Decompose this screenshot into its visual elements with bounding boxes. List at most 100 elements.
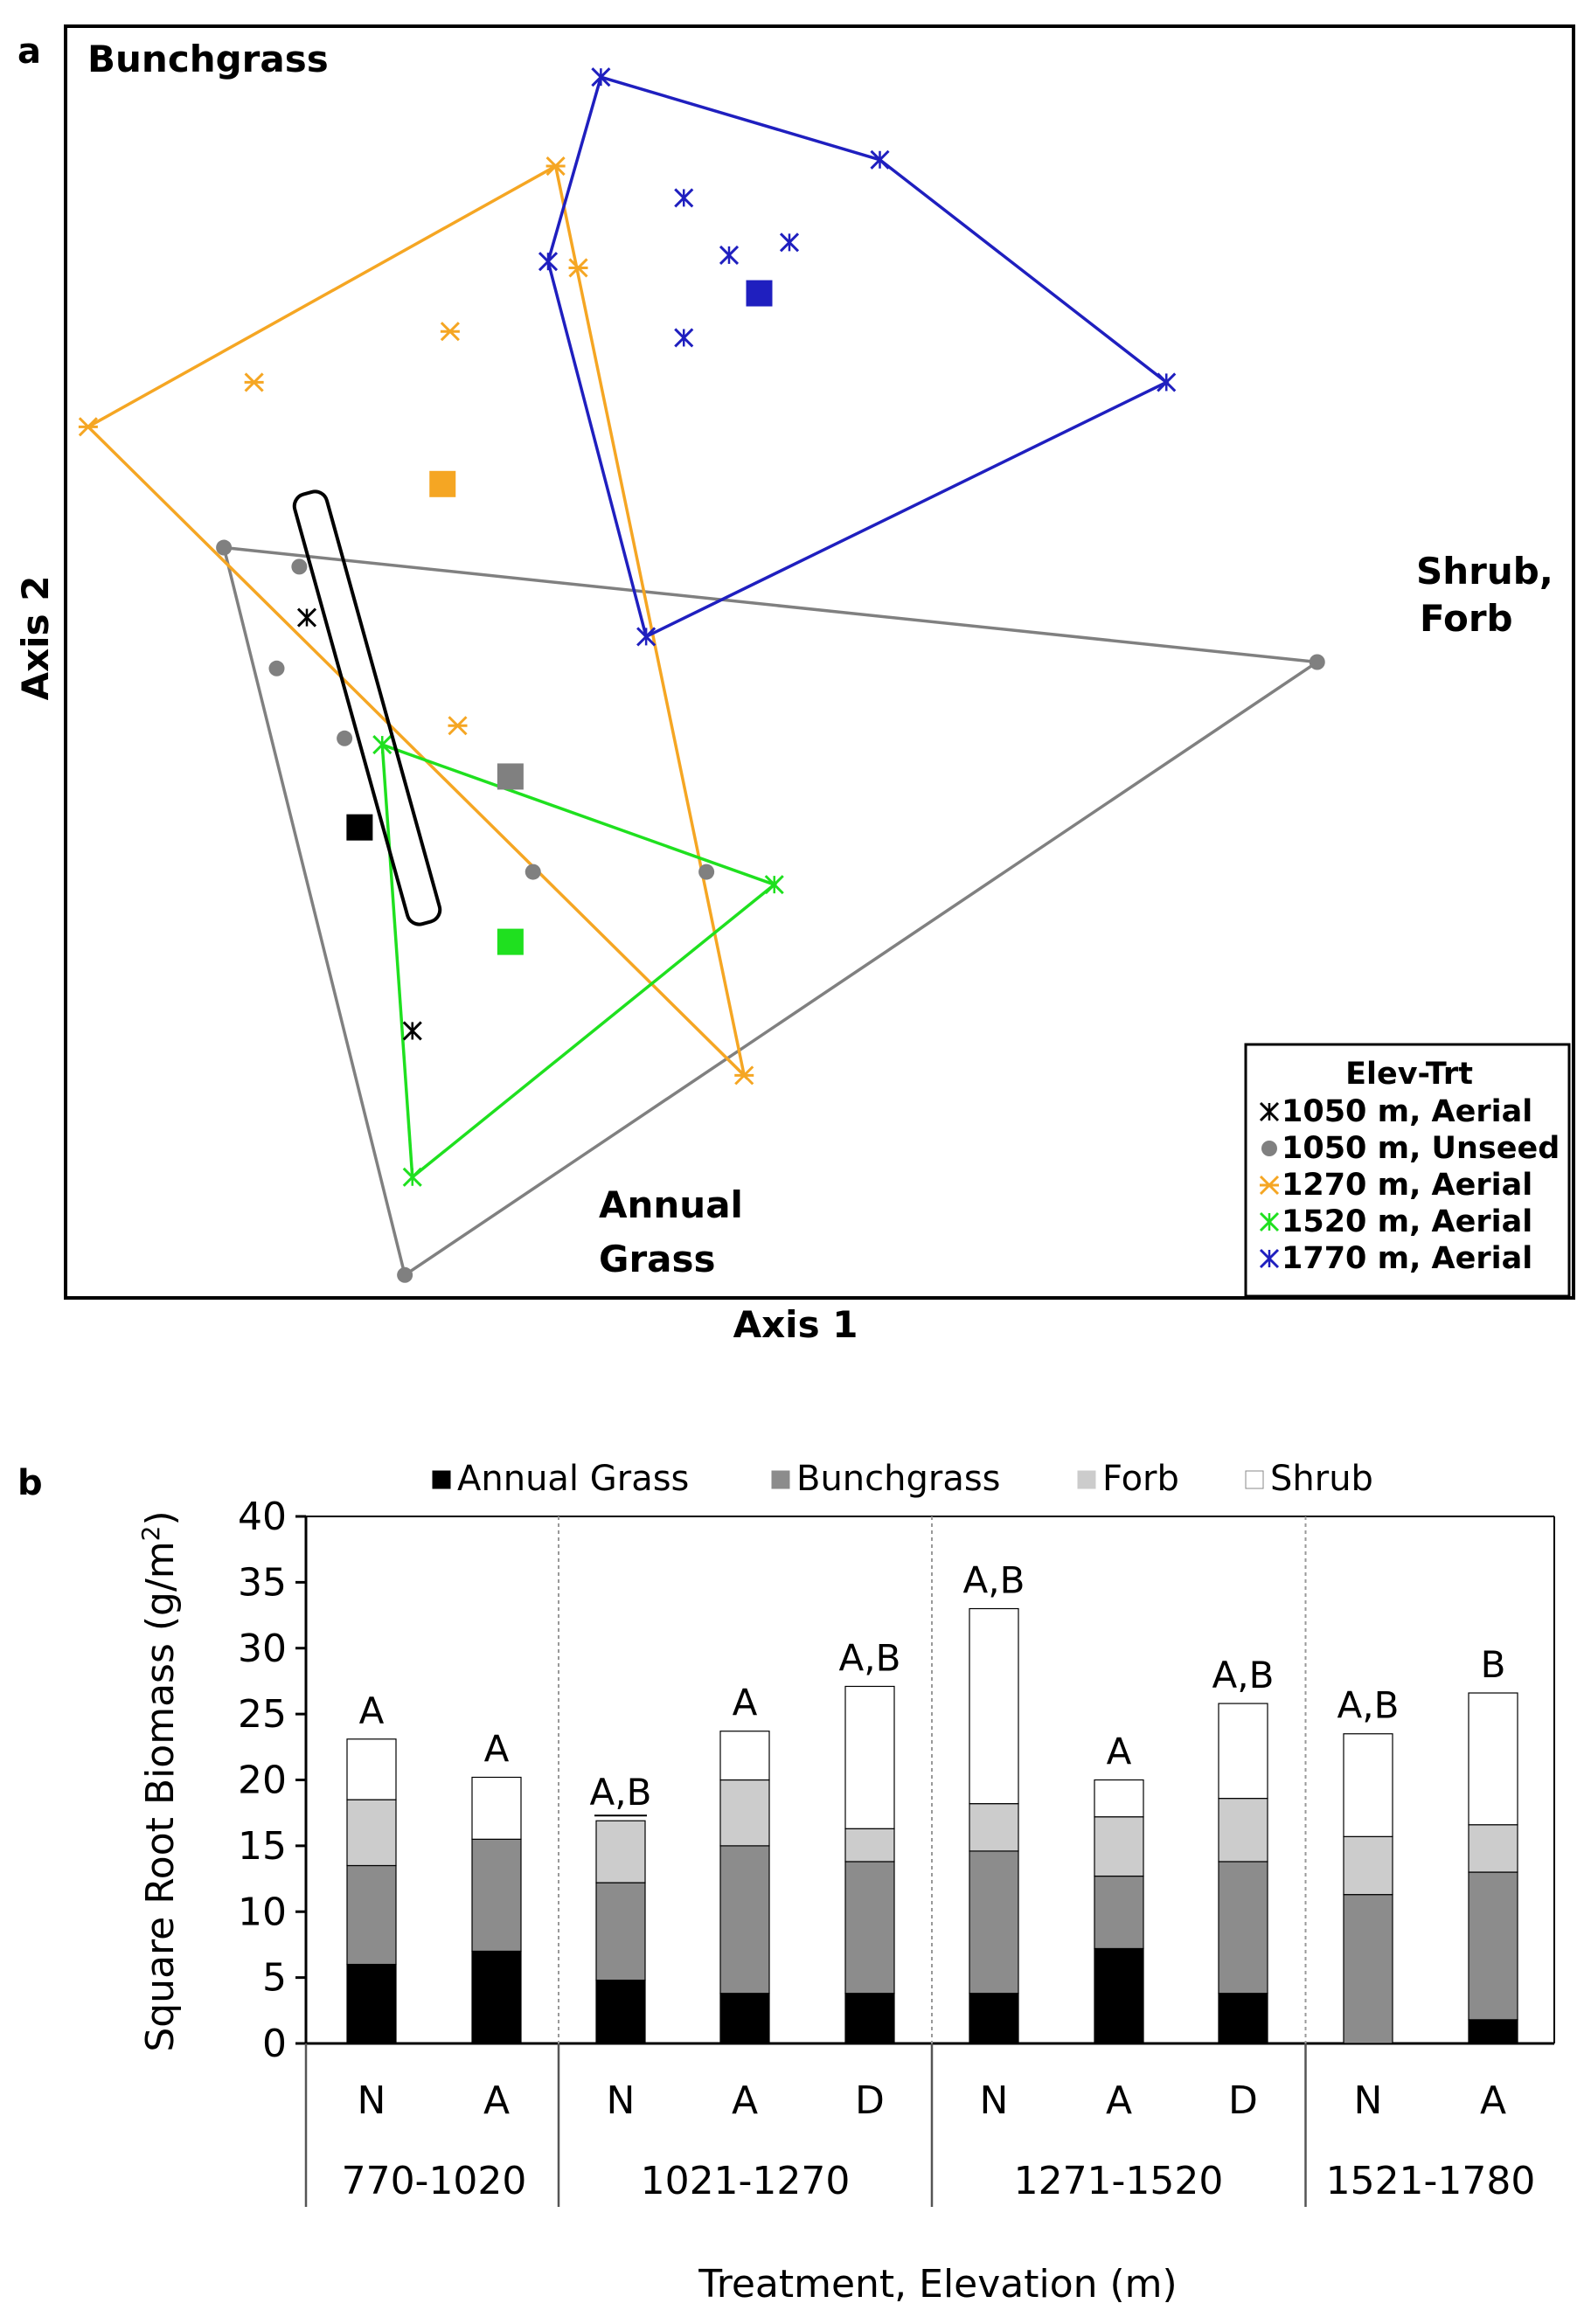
bar-legend-swatch — [1245, 1470, 1264, 1489]
bar-annual-grass-1 — [471, 1950, 522, 2044]
axis-1-label: Axis 1 — [733, 1303, 858, 1346]
hull-1520-m-aerial — [380, 742, 778, 1181]
bar-annual-grass-0 — [346, 1963, 397, 2044]
elevation-group-label: 1021-1270 — [641, 2159, 851, 2203]
category-label-9: A — [1480, 2078, 1506, 2123]
legend-label: 1050 m, Aerial — [1282, 1094, 1532, 1129]
y-tick-label: 10 — [238, 1890, 287, 1934]
category-label-4: D — [855, 2078, 885, 2123]
y-tick-label: 15 — [238, 1824, 287, 1869]
bar-annual-grass-3 — [719, 1993, 770, 2044]
legend-title: Elev-Trt — [1345, 1057, 1473, 1092]
bar-bunchgrass-4 — [844, 1861, 895, 1994]
legend-label: 1050 m, Unseed — [1282, 1131, 1560, 1166]
point-1770-m-aerial-5 — [674, 188, 694, 208]
panel-a-label: a — [17, 31, 41, 72]
centroid-1050-m-aerial — [346, 814, 373, 841]
bar-y-axis-title-main: Square Root Biomass (g/m — [138, 1541, 183, 2051]
bar-shrub-6 — [1094, 1779, 1144, 1818]
bar-annual-grass-9 — [1468, 2019, 1518, 2044]
bar-legend-label: Shrub — [1270, 1459, 1373, 1499]
bar-forb-8 — [1343, 1835, 1393, 1896]
point-1050-m-unseed-6 — [1309, 654, 1325, 670]
point-1770-m-aerial-1 — [870, 149, 890, 170]
y-tick-label: 25 — [238, 1692, 287, 1737]
ordination-plot — [78, 67, 1325, 1283]
bar-shrub-7 — [1218, 1703, 1268, 1800]
bar-bunchgrass-7 — [1218, 1861, 1268, 1994]
centroid-1050-m-unseed — [497, 763, 524, 790]
centroid-1520-m-aerial — [497, 928, 524, 955]
bar-legend-swatch — [771, 1470, 790, 1489]
bar-legend-item-bunchgrass: Bunchgrass — [771, 1459, 1001, 1499]
bar-bunchgrass-9 — [1468, 1871, 1518, 2021]
bar-legend-item-forb: Forb — [1077, 1459, 1179, 1499]
elevation-group-label: 770-1020 — [342, 2159, 527, 2203]
point-1270-m-aerial-6 — [734, 1065, 754, 1086]
legend-label: 1520 m, Aerial — [1282, 1204, 1532, 1239]
bar-legend-item-annual-grass: Annual Grass — [432, 1459, 689, 1499]
hull-1050-aerial — [292, 489, 442, 926]
region-label-shrub: Shrub, — [1416, 550, 1553, 593]
bar-shrub-0 — [346, 1738, 397, 1800]
point-1270-m-aerial-4 — [244, 372, 264, 392]
significance-label-6: A — [1107, 1731, 1132, 1773]
point-1050-m-unseed-0 — [216, 539, 233, 556]
hull-1770-m-aerial — [546, 75, 1170, 639]
category-label-8: N — [1354, 2078, 1383, 2123]
region-label-annual: Annual — [599, 1183, 743, 1226]
bar-legend-label: Forb — [1102, 1459, 1179, 1499]
bar-legend-swatch — [1077, 1470, 1096, 1489]
bar-legend-label: Annual Grass — [457, 1459, 689, 1499]
bar-forb-7 — [1218, 1798, 1268, 1863]
bar-forb-4 — [844, 1828, 895, 1863]
point-1050-m-unseed-1 — [291, 558, 308, 575]
series-1520-m-aerial — [372, 735, 784, 1187]
region-label-forb: Forb — [1420, 597, 1513, 640]
hull-1050-m-unseed — [221, 545, 1322, 1278]
legend-item-1520-m-aerial: 1520 m, Aerial — [1259, 1204, 1532, 1239]
y-tick-label: 5 — [262, 1956, 287, 2001]
point-1270-m-aerial-5 — [448, 716, 468, 736]
legend-label: 1770 m, Aerial — [1282, 1241, 1532, 1276]
hull-1270-m-aerial — [85, 163, 747, 1080]
legend-item-1050-m-aerial: 1050 m, Aerial — [1259, 1094, 1532, 1129]
point-1270-m-aerial-0 — [78, 417, 98, 437]
bar-bunchgrass-2 — [595, 1882, 646, 1981]
significance-label-3: A — [733, 1682, 758, 1724]
y-tick-label: 35 — [238, 1560, 287, 1605]
bar-y-axis-title: Square Root Biomass (g/m2) — [136, 1510, 184, 2051]
point-1050-m-aerial-1 — [402, 1021, 422, 1041]
significance-label-2: A,B — [590, 1771, 652, 1814]
significance-label-0: A — [359, 1689, 385, 1732]
point-1520-m-aerial-0 — [372, 735, 393, 755]
point-1050-m-unseed-5 — [698, 864, 715, 880]
bar-bunchgrass-0 — [346, 1864, 397, 1966]
category-label-2: N — [607, 2078, 636, 2123]
point-1270-m-aerial-2 — [568, 258, 588, 278]
legend-marker-1050-m-unseed — [1261, 1141, 1277, 1156]
category-label-0: N — [358, 2078, 386, 2123]
point-1050-m-unseed-7 — [397, 1266, 413, 1283]
bar-legend: Annual Grass Bunchgrass Forb Shrub — [432, 1459, 1373, 1499]
significance-label-5: A,B — [963, 1559, 1025, 1602]
bar-legend-item-shrub: Shrub — [1245, 1459, 1373, 1499]
legend-marker-1520-m-aerial — [1259, 1211, 1280, 1232]
bar-shrub-3 — [719, 1731, 770, 1781]
elevation-group-label: 1521-1780 — [1326, 2159, 1536, 2203]
bar-bunchgrass-6 — [1094, 1875, 1144, 1950]
category-label-5: N — [980, 2078, 1009, 2123]
series-1050-m-aerial — [296, 607, 422, 1041]
category-label-3: A — [732, 2078, 758, 2123]
legend-label: 1270 m, Aerial — [1282, 1168, 1532, 1203]
bar-forb-6 — [1094, 1816, 1144, 1877]
legend-item-1270-m-aerial: 1270 m, Aerial — [1259, 1168, 1532, 1203]
bar-shrub-8 — [1343, 1733, 1393, 1837]
category-label-6: A — [1106, 2078, 1132, 2123]
panel-b-label: b — [17, 1463, 43, 1503]
legend-marker-1270-m-aerial — [1259, 1175, 1280, 1196]
bar-forb-9 — [1468, 1824, 1518, 1873]
series-1270-m-aerial — [78, 156, 754, 1086]
bar-annual-grass-2 — [595, 1980, 646, 2044]
